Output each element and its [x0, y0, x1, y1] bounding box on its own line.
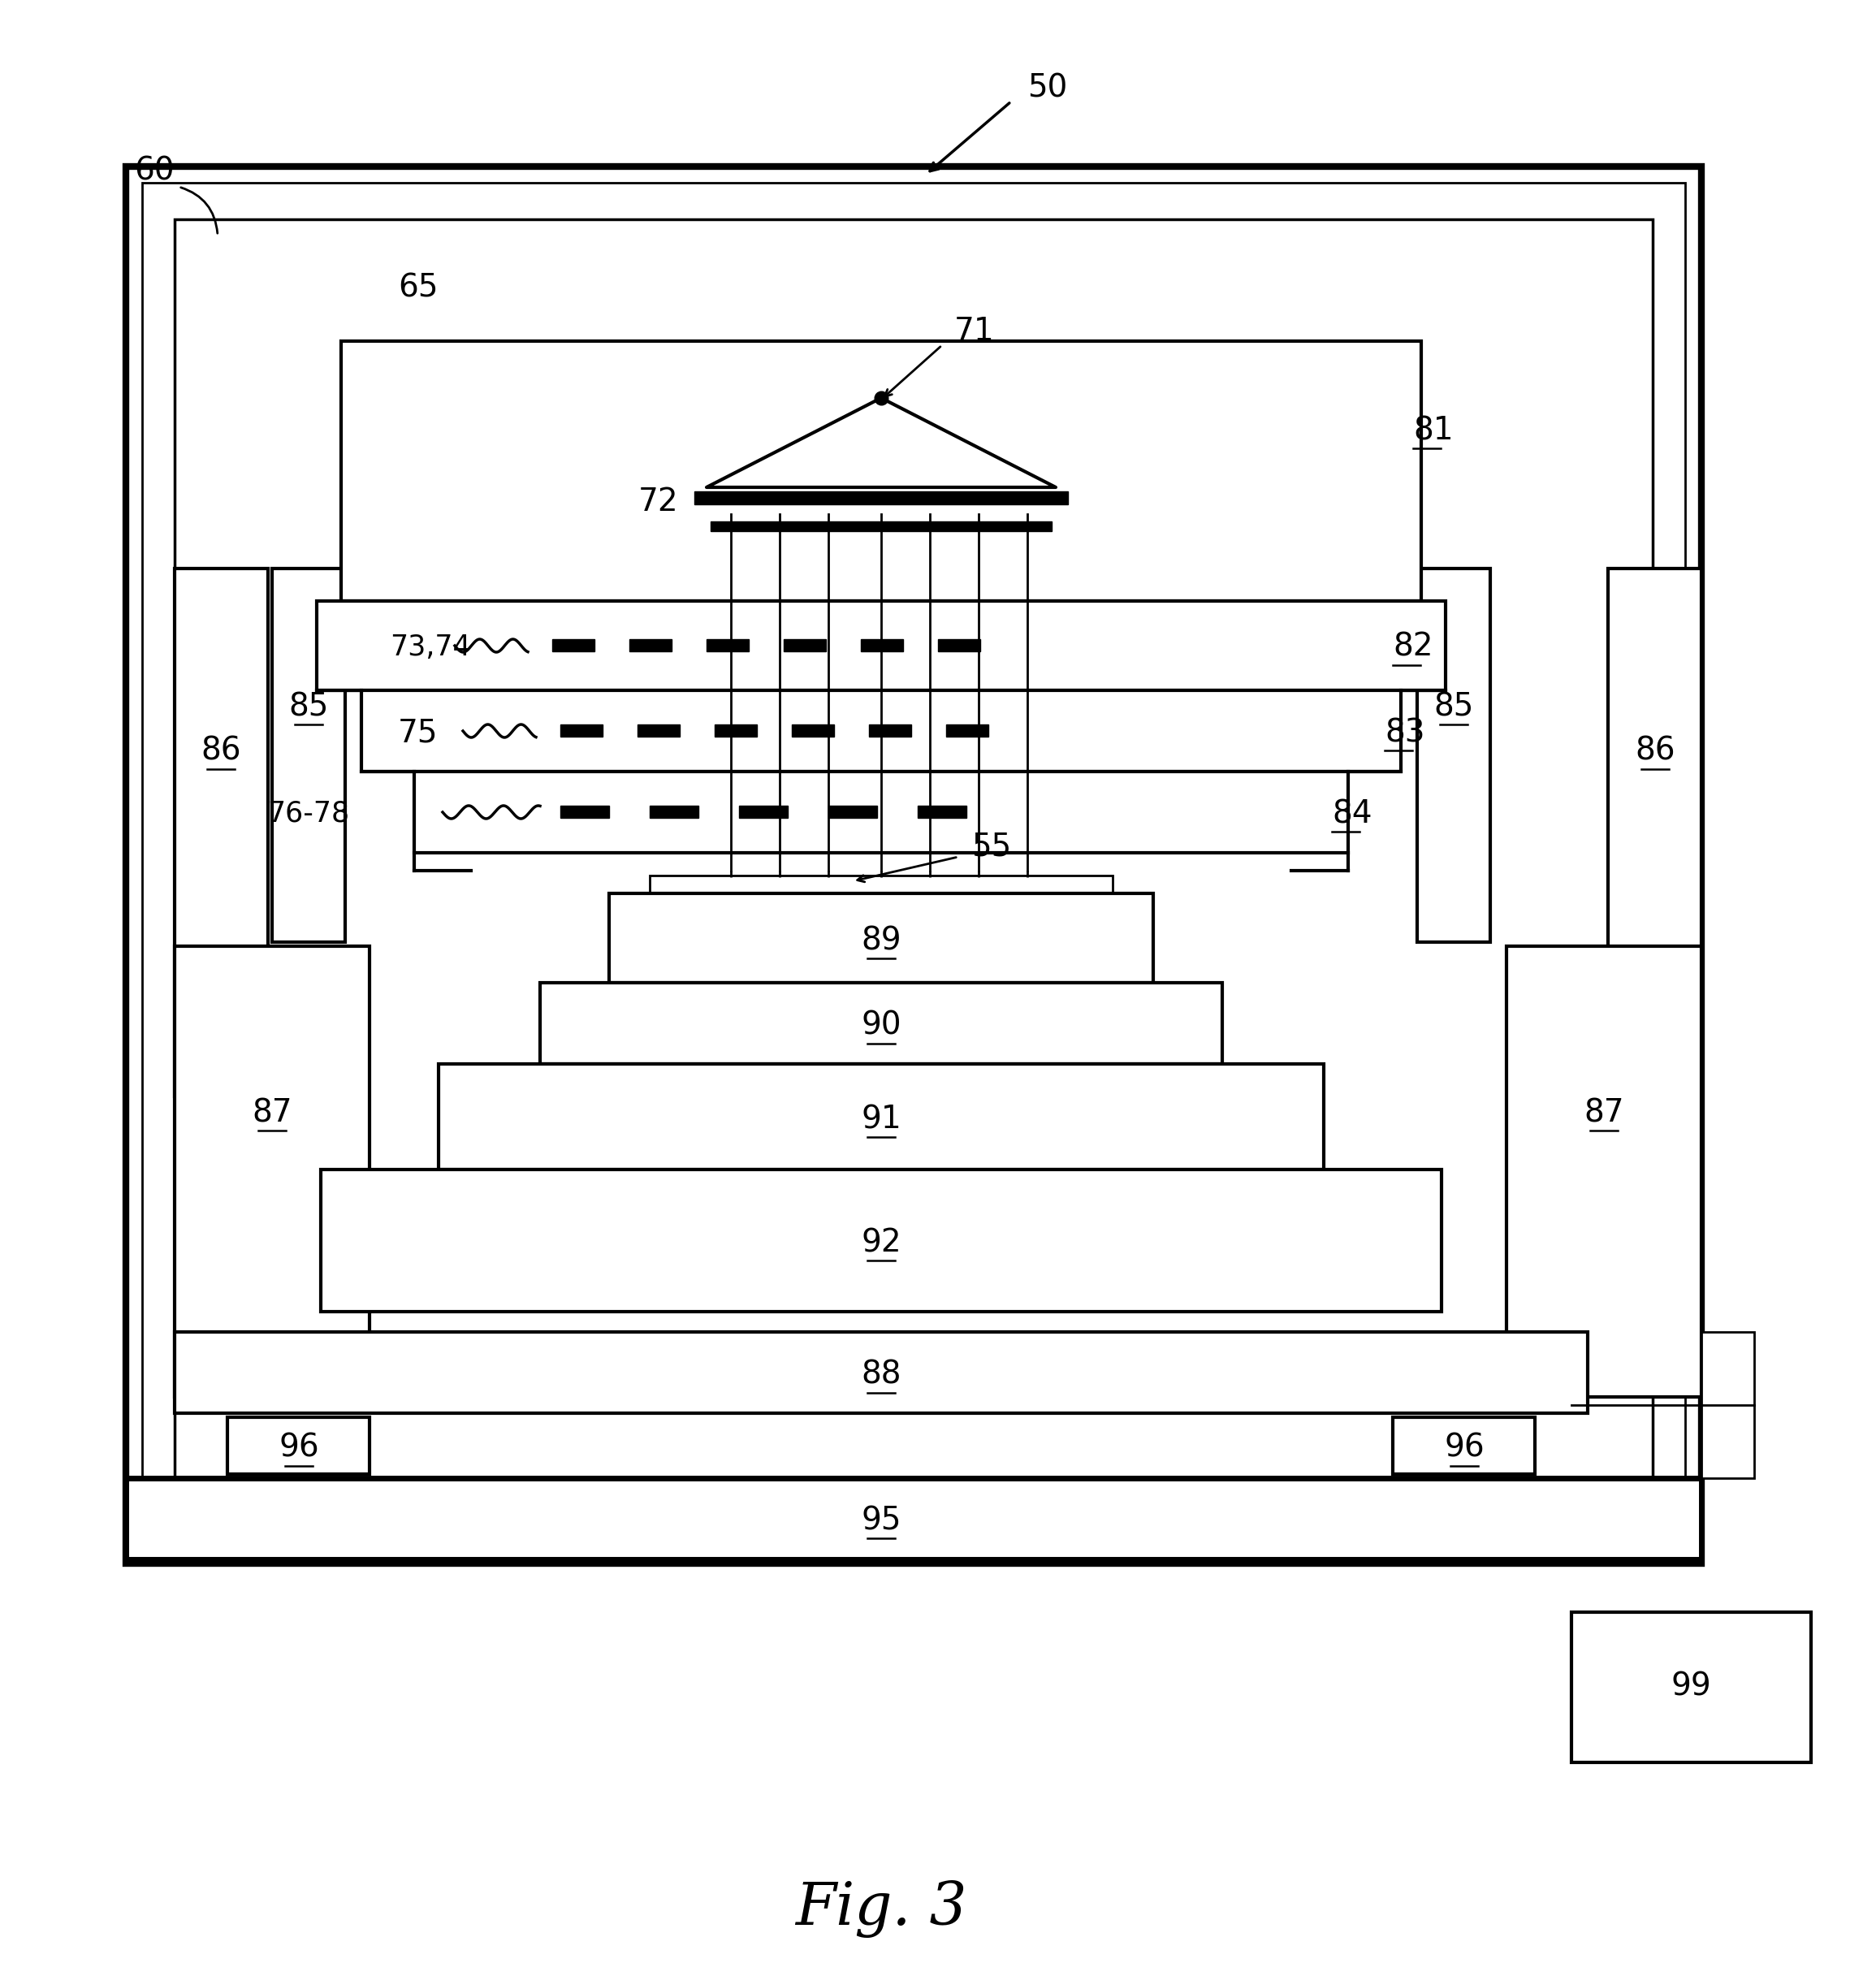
- Bar: [174, 1332, 1587, 1413]
- Bar: [610, 893, 1154, 982]
- Bar: [415, 771, 1349, 854]
- Bar: [649, 875, 1112, 893]
- Text: 55: 55: [972, 830, 1011, 862]
- Text: 85: 85: [289, 692, 328, 721]
- Text: 87: 87: [251, 1097, 293, 1128]
- Bar: [1572, 1612, 1810, 1763]
- Text: 82: 82: [1392, 632, 1433, 662]
- Polygon shape: [869, 725, 912, 737]
- Bar: [439, 1063, 1324, 1170]
- Bar: [174, 219, 1653, 1527]
- Text: 99: 99: [1672, 1672, 1711, 1701]
- Bar: [317, 601, 1446, 690]
- Text: 72: 72: [638, 486, 677, 518]
- Bar: [1416, 569, 1490, 943]
- Bar: [143, 182, 1685, 1547]
- Polygon shape: [861, 638, 902, 652]
- Polygon shape: [649, 806, 698, 818]
- Polygon shape: [715, 725, 756, 737]
- Polygon shape: [561, 725, 602, 737]
- Bar: [321, 1170, 1441, 1312]
- Polygon shape: [707, 638, 749, 652]
- Text: 87: 87: [1583, 1097, 1625, 1128]
- Text: 71: 71: [955, 316, 994, 348]
- Text: 89: 89: [861, 925, 900, 956]
- Polygon shape: [784, 638, 825, 652]
- Bar: [126, 166, 1702, 1563]
- Polygon shape: [694, 492, 1067, 504]
- Bar: [126, 1478, 1702, 1559]
- Bar: [362, 690, 1401, 771]
- Text: 84: 84: [1332, 798, 1371, 830]
- Text: 86: 86: [1636, 735, 1675, 767]
- Text: 50: 50: [1028, 73, 1067, 103]
- Polygon shape: [946, 725, 989, 737]
- Polygon shape: [561, 806, 610, 818]
- Bar: [540, 982, 1223, 1063]
- Text: 96: 96: [280, 1433, 319, 1464]
- Bar: [272, 569, 345, 943]
- Bar: [1608, 569, 1702, 1097]
- Text: 81: 81: [1413, 415, 1454, 447]
- Text: 65: 65: [398, 273, 439, 304]
- Bar: [227, 1417, 370, 1474]
- Polygon shape: [628, 638, 672, 652]
- Text: 91: 91: [861, 1105, 900, 1134]
- Text: 95: 95: [861, 1506, 900, 1535]
- Bar: [174, 947, 370, 1397]
- Bar: [1506, 947, 1702, 1397]
- Polygon shape: [638, 725, 679, 737]
- Text: 60: 60: [135, 156, 174, 186]
- Polygon shape: [829, 806, 878, 818]
- Polygon shape: [917, 806, 966, 818]
- Text: 83: 83: [1384, 717, 1426, 749]
- Bar: [1702, 1332, 1754, 1478]
- Text: Fig. 3: Fig. 3: [795, 1879, 966, 1936]
- Polygon shape: [792, 725, 835, 737]
- Text: 76-78: 76-78: [266, 800, 349, 828]
- Text: 96: 96: [1445, 1433, 1484, 1464]
- Polygon shape: [739, 806, 788, 818]
- Text: 73,74: 73,74: [390, 634, 471, 662]
- Text: 75: 75: [398, 717, 439, 749]
- Text: 86: 86: [201, 735, 240, 767]
- Bar: [1392, 1417, 1535, 1474]
- Text: 92: 92: [861, 1227, 900, 1259]
- Bar: [341, 342, 1422, 601]
- Text: 88: 88: [861, 1359, 900, 1391]
- Text: 85: 85: [1433, 692, 1475, 721]
- Text: 90: 90: [861, 1010, 900, 1041]
- Polygon shape: [938, 638, 981, 652]
- Polygon shape: [711, 522, 1052, 532]
- Bar: [174, 569, 268, 1097]
- Polygon shape: [552, 638, 595, 652]
